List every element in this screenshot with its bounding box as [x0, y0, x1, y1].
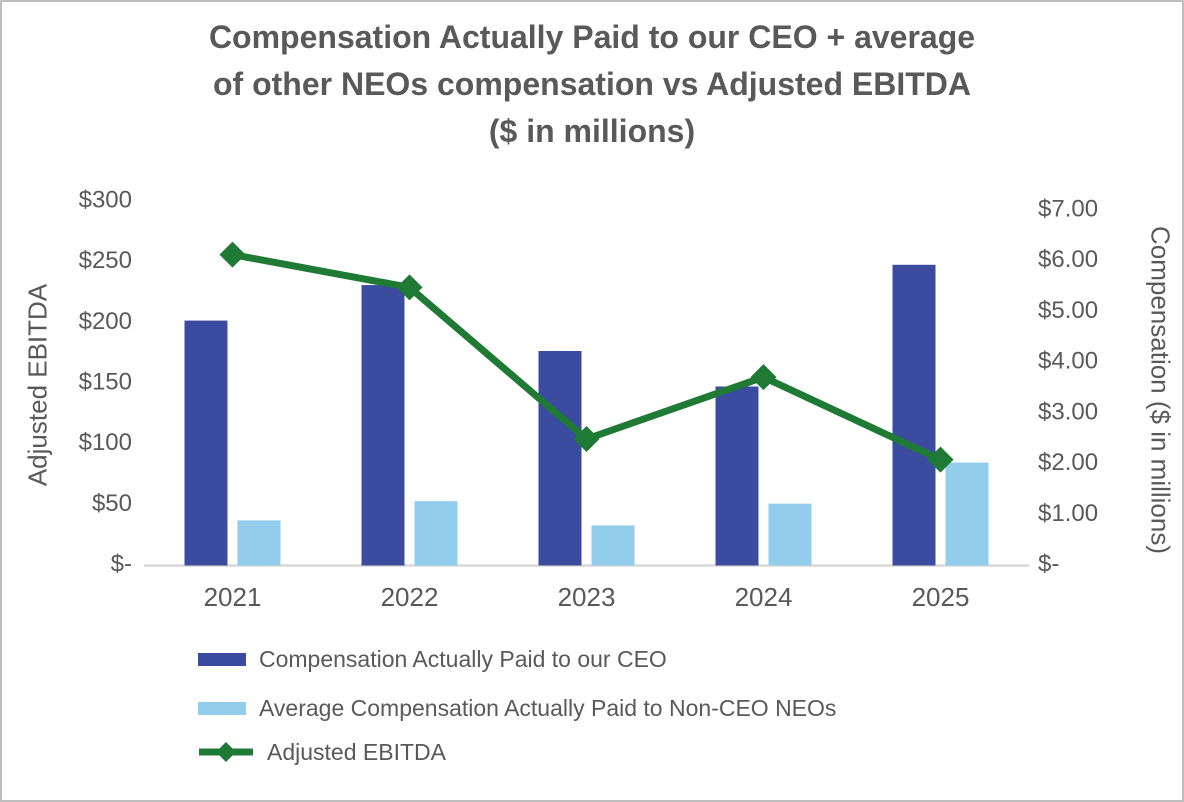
legend-swatch-ceo-bar — [198, 652, 246, 666]
ebitda-marker-2025 — [927, 446, 954, 473]
legend-label-ebitda: Adjusted EBITDA — [267, 738, 446, 765]
chart-title-line-3: ($ in millions) — [488, 113, 696, 149]
legend-swatch-neo-bar — [198, 701, 246, 715]
ebitda-marker-2021 — [219, 241, 246, 268]
left-axis-tick-label: $50 — [92, 490, 132, 517]
chart-title-line-1: Compensation Actually Paid to our CEO + … — [208, 19, 976, 55]
legend-item-ebitda: Adjusted EBITDA — [198, 738, 446, 766]
legend-item-neo: Average Compensation Actually Paid to No… — [198, 694, 836, 722]
ceo-bar-2022 — [361, 285, 405, 566]
chart-title-line-2: of other NEOs compensation vs Adjusted E… — [212, 66, 971, 102]
legend-label-ceo: Compensation Actually Paid to our CEO — [259, 645, 667, 672]
ceo-bar-2025 — [892, 264, 936, 566]
right-axis-tick-label: $2.00 — [1038, 449, 1098, 476]
ceo-bar-2024 — [715, 386, 759, 566]
left-axis-tick-label: $150 — [79, 369, 132, 396]
neo-bar-2025 — [945, 462, 989, 566]
x-axis-label-2021: 2021 — [204, 582, 262, 612]
legend-item-ceo: Compensation Actually Paid to our CEO — [198, 645, 667, 673]
ebitda-marker-2022 — [396, 274, 423, 301]
left-axis-tick-label: $200 — [79, 308, 132, 335]
x-axis-label-2025: 2025 — [912, 582, 970, 612]
left-axis-tick-label: $250 — [79, 247, 132, 274]
legend-swatch-ebitda-line — [199, 742, 253, 762]
right-axis-tick-label: $4.00 — [1038, 348, 1098, 375]
ebitda-marker-2024 — [750, 364, 777, 391]
ebitda-marker-2023 — [573, 426, 600, 453]
legend-label-neo: Average Compensation Actually Paid to No… — [259, 694, 837, 721]
neo-bar-2023 — [591, 525, 635, 566]
neo-bar-2022 — [414, 501, 458, 566]
x-axis-label-2022: 2022 — [381, 582, 439, 612]
right-axis-tick-label: $3.00 — [1038, 398, 1098, 425]
right-axis-tick-label: $6.00 — [1038, 246, 1098, 273]
x-axis-label-2024: 2024 — [735, 582, 793, 612]
ceo-bar-2021 — [184, 320, 228, 566]
right-axis-tick-label: $7.00 — [1038, 196, 1098, 223]
legend-diamond-icon — [216, 742, 236, 762]
ceo-bar-2023 — [538, 351, 582, 566]
neo-bar-2024 — [768, 503, 812, 566]
left-axis-tick-label: $300 — [79, 187, 132, 214]
left-axis-tick-label: $- — [111, 551, 132, 578]
right-axis-tick-label: $1.00 — [1038, 500, 1098, 527]
right-axis-tick-label: $5.00 — [1038, 297, 1098, 324]
neo-bar-2021 — [237, 520, 281, 566]
x-axis-label-2023: 2023 — [558, 582, 616, 612]
chart-title: Compensation Actually Paid to our CEO + … — [2, 14, 1182, 155]
left-axis-tick-label: $100 — [79, 429, 132, 456]
right-axis-tick-label: $- — [1038, 551, 1059, 578]
